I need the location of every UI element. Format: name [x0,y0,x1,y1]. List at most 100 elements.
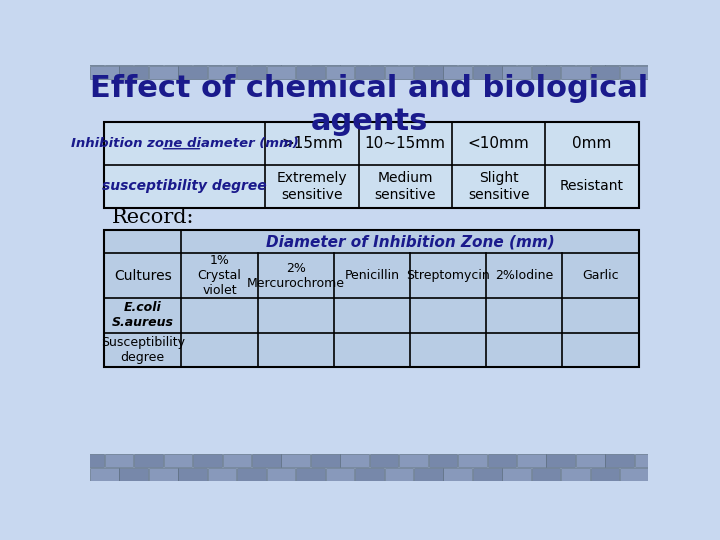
Bar [635,454,664,467]
Text: >15mm: >15mm [281,136,343,151]
Bar [473,468,502,481]
Bar [104,231,639,367]
Bar [590,65,619,79]
Text: 2%
Mercurochrome: 2% Mercurochrome [247,262,345,290]
Text: Penicillin: Penicillin [344,269,400,282]
Bar [414,65,443,79]
Bar [444,65,472,79]
Bar [296,65,325,79]
Bar [458,454,487,467]
Bar [399,454,428,467]
Bar [341,454,369,467]
Bar [532,65,560,79]
Bar [532,468,560,481]
Bar [635,52,664,65]
Text: Record:: Record: [112,208,194,227]
Bar [606,52,634,65]
Bar [104,454,133,467]
Bar [620,468,649,481]
Bar [104,52,133,65]
Bar [238,468,266,481]
Bar [370,454,398,467]
Bar [517,454,546,467]
Bar [104,122,639,208]
Bar [149,468,178,481]
Bar [384,468,413,481]
Bar [266,468,295,481]
Bar [163,454,192,467]
Text: Diameter of Inhibition Zone (mm): Diameter of Inhibition Zone (mm) [266,234,554,249]
Bar [134,454,163,467]
Bar [311,454,340,467]
Bar [222,52,251,65]
Bar [325,65,354,79]
Bar [208,65,236,79]
Bar [370,52,398,65]
Bar [222,454,251,467]
Bar [458,52,487,65]
Bar [341,52,369,65]
Text: Inhibition zone diameter (mm): Inhibition zone diameter (mm) [71,137,298,150]
Bar [546,52,575,65]
Bar [487,454,516,467]
Bar [90,65,119,79]
Bar [90,468,119,481]
Bar [428,454,457,467]
Text: Garlic: Garlic [582,269,619,282]
Bar [179,65,207,79]
Bar [163,52,192,65]
Bar [120,65,148,79]
Text: Susceptibility
degree: Susceptibility degree [101,336,185,364]
Bar [590,468,619,481]
Text: Cultures: Cultures [114,269,171,283]
Bar [252,52,281,65]
Text: Streptomycin: Streptomycin [406,269,490,282]
Bar [193,52,222,65]
Text: E.coli
S.aureus: E.coli S.aureus [112,301,174,329]
Text: susceptibility degree: susceptibility degree [102,179,267,193]
Bar [296,468,325,481]
Bar [134,52,163,65]
Bar [76,52,104,65]
Bar [399,52,428,65]
Bar [546,454,575,467]
Bar [473,65,502,79]
Bar [517,52,546,65]
Bar [76,454,104,467]
Bar [503,468,531,481]
Text: Medium
sensitive: Medium sensitive [374,171,436,201]
Bar [311,52,340,65]
Bar [149,65,178,79]
Bar [620,65,649,79]
Text: Effect of chemical and biological
agents: Effect of chemical and biological agents [90,73,648,136]
Bar [414,468,443,481]
Bar [487,52,516,65]
Text: Resistant: Resistant [560,179,624,193]
Bar [282,454,310,467]
Bar [208,468,236,481]
Bar [355,468,384,481]
Bar [120,468,148,481]
Bar [282,52,310,65]
Text: Extremely
sensitive: Extremely sensitive [276,171,347,201]
Text: 2%Iodine: 2%Iodine [495,269,554,282]
Text: 1%
Crystal
violet: 1% Crystal violet [197,254,241,298]
Bar [561,468,590,481]
Bar [444,468,472,481]
Bar [266,65,295,79]
Bar [325,468,354,481]
Text: <10mm: <10mm [468,136,529,151]
Bar [384,65,413,79]
Bar [193,454,222,467]
Bar [428,52,457,65]
Text: Slight
sensitive: Slight sensitive [468,171,529,201]
Bar [355,65,384,79]
Bar [503,65,531,79]
Bar [238,65,266,79]
Bar [606,454,634,467]
Bar [561,65,590,79]
Bar [252,454,281,467]
Text: 0mm: 0mm [572,136,612,151]
Bar [576,454,605,467]
Bar [179,468,207,481]
